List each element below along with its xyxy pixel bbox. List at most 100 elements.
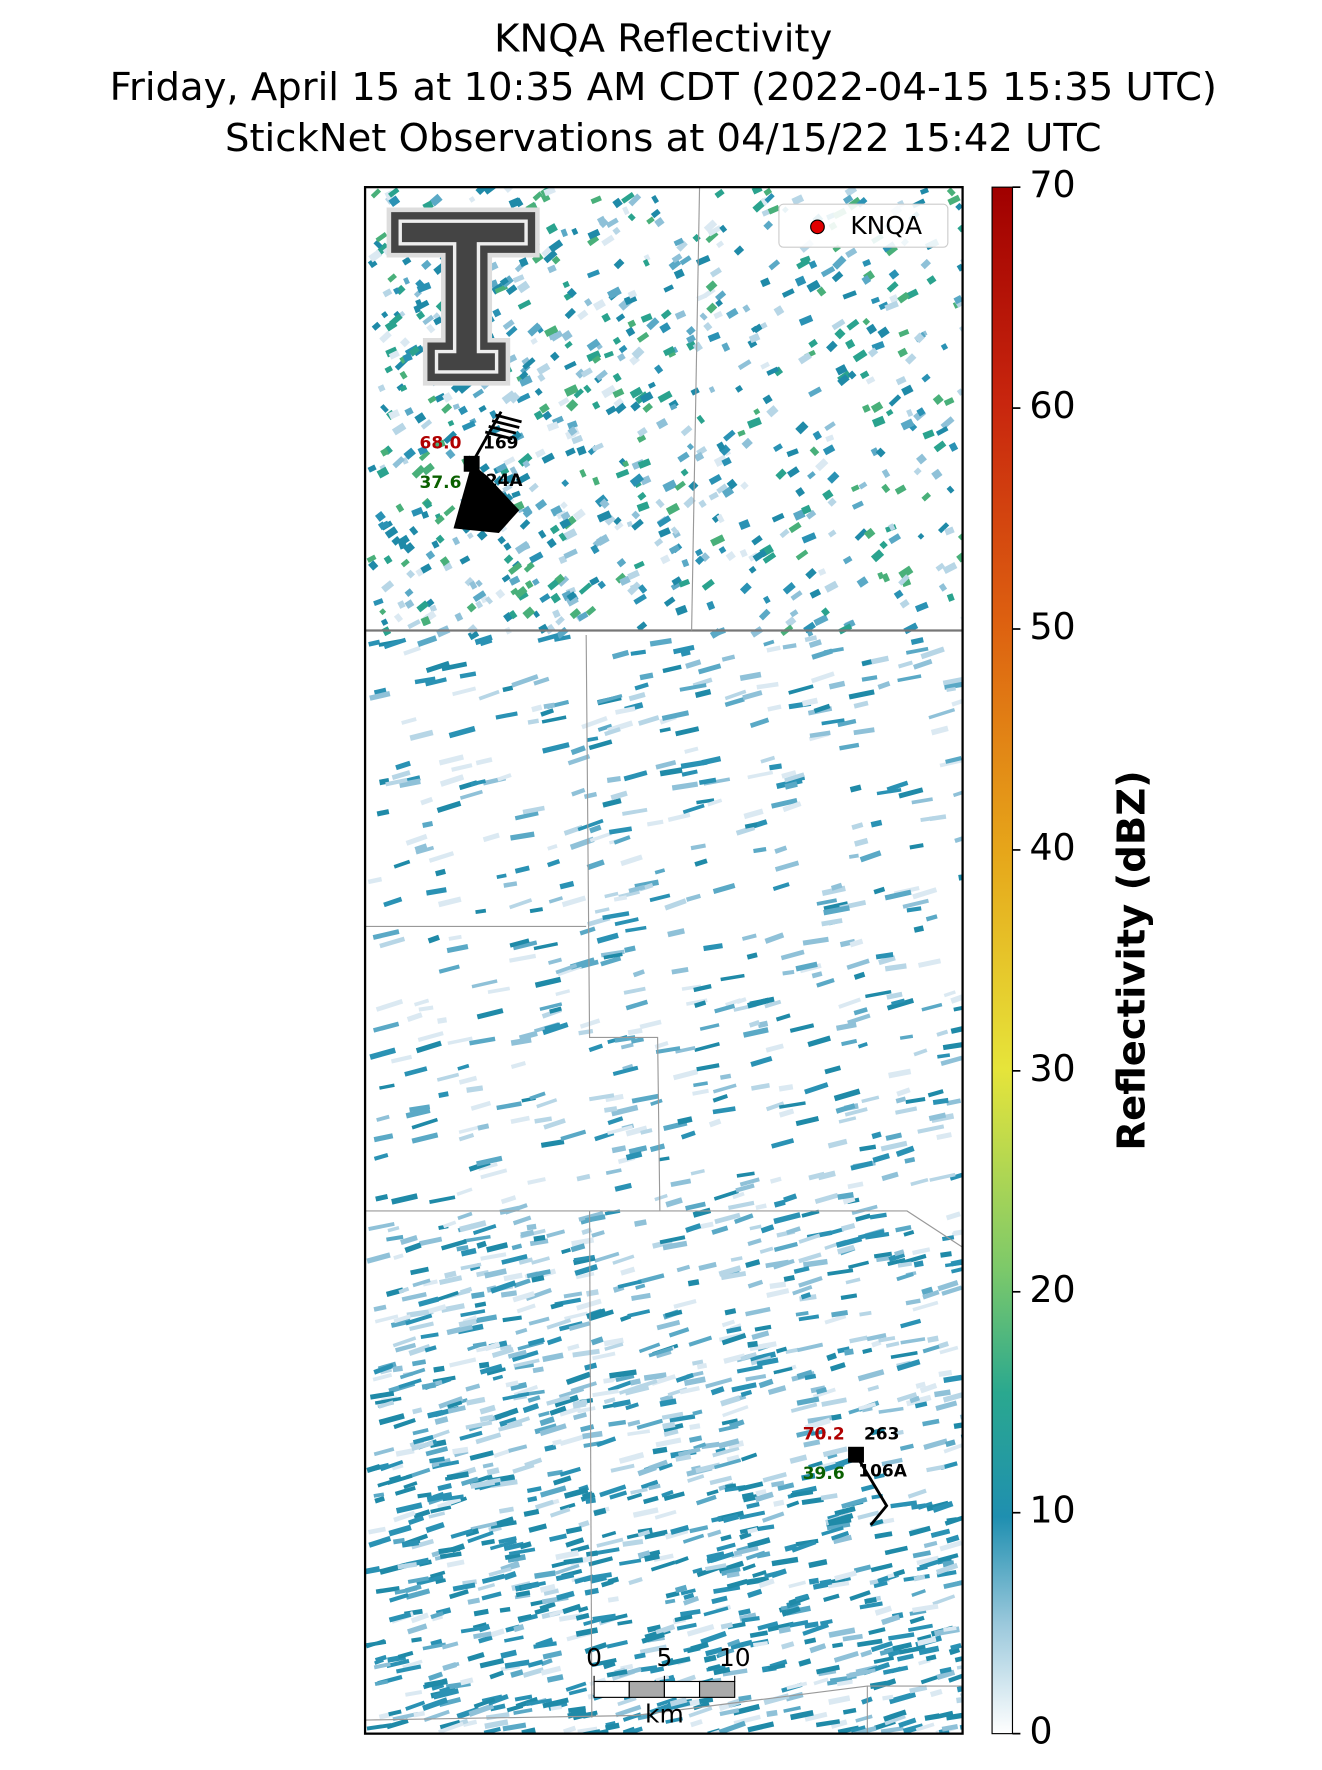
echo: [703, 943, 723, 952]
echo: [793, 509, 806, 521]
echo: [834, 1570, 857, 1581]
echo: [738, 1694, 752, 1702]
echo: [425, 1446, 449, 1457]
echo: [434, 515, 445, 525]
echo: [857, 1229, 885, 1240]
echo: [695, 254, 711, 266]
echo: [739, 582, 752, 595]
echo: [488, 1566, 512, 1577]
echo: [744, 822, 758, 829]
echo: [698, 777, 717, 785]
echo: [928, 708, 956, 720]
echo: [937, 1053, 951, 1059]
echo: [622, 1538, 644, 1547]
county-line: [589, 1210, 593, 1718]
county-line: [365, 1210, 963, 1248]
station-marker: [848, 1446, 864, 1463]
echo: [522, 460, 531, 469]
colorbar: [991, 186, 1014, 1735]
echo: [503, 612, 514, 623]
echo: [784, 1543, 798, 1552]
echo: [508, 610, 518, 620]
echo: [671, 781, 699, 791]
echo: [887, 1649, 901, 1658]
echo: [579, 1018, 601, 1029]
echo: [917, 532, 925, 540]
echo: [590, 1336, 604, 1346]
echo: [726, 1454, 740, 1463]
echo: [405, 1700, 426, 1711]
echo: [948, 442, 959, 452]
echo: [502, 1391, 530, 1401]
echo: [688, 1435, 703, 1443]
echo: [499, 1606, 511, 1613]
echo: [812, 1387, 836, 1399]
echo: [742, 1563, 756, 1572]
echo: [749, 1341, 777, 1352]
echo: [795, 1310, 809, 1317]
echo: [448, 725, 476, 739]
echo: [527, 1659, 544, 1668]
echo: [618, 1666, 642, 1678]
echo: [904, 353, 917, 365]
echo: [614, 521, 624, 531]
echo: [374, 1654, 387, 1663]
echo: [370, 188, 382, 199]
echo: [606, 1669, 628, 1678]
echo: [411, 1440, 434, 1451]
echo: [416, 600, 430, 613]
echo: [916, 1555, 940, 1566]
echo: [536, 1098, 558, 1109]
echo: [874, 1605, 893, 1616]
echo: [575, 1612, 590, 1621]
echo: [503, 1272, 523, 1282]
echo: [773, 1499, 785, 1507]
echo: [760, 322, 768, 330]
echo: [615, 1374, 635, 1383]
echo: [860, 1649, 873, 1658]
echo: [824, 1461, 845, 1472]
echo: [895, 1106, 918, 1115]
echo: [918, 1645, 940, 1656]
echo: [671, 253, 683, 264]
echo: [369, 1047, 396, 1060]
scale-tick-label: 10: [719, 1643, 751, 1672]
echo: [478, 1361, 490, 1369]
echo: [913, 1574, 926, 1582]
echo: [498, 1506, 514, 1514]
echo: [393, 1314, 412, 1324]
echo: [467, 629, 480, 641]
echo: [837, 1244, 855, 1255]
echo: [665, 1590, 680, 1599]
echo: [563, 548, 578, 559]
echo: [738, 519, 751, 531]
echo: [837, 1725, 860, 1734]
echo: [429, 1456, 445, 1464]
echo: [735, 1183, 755, 1193]
echo: [920, 646, 945, 660]
echo: [499, 1205, 520, 1215]
echo: [549, 1006, 562, 1014]
echo: [721, 1319, 736, 1328]
echo: [405, 1107, 431, 1119]
echo: [914, 601, 929, 613]
echo: [713, 1189, 739, 1201]
echo: [437, 1497, 462, 1509]
echo: [565, 1371, 591, 1386]
echo: [403, 645, 421, 656]
echo: [628, 884, 646, 894]
echo: [501, 390, 517, 405]
echo: [859, 850, 882, 863]
echo: [778, 1084, 794, 1092]
echo: [696, 798, 715, 805]
echo: [693, 984, 712, 993]
echo: [592, 1613, 617, 1622]
echo: [386, 1658, 410, 1669]
echo: [436, 1072, 460, 1082]
echo: [680, 468, 689, 477]
echo: [690, 1719, 703, 1728]
echo: [815, 458, 829, 472]
echo: [617, 1619, 633, 1626]
echo: [648, 1346, 674, 1358]
echo: [563, 1725, 577, 1734]
